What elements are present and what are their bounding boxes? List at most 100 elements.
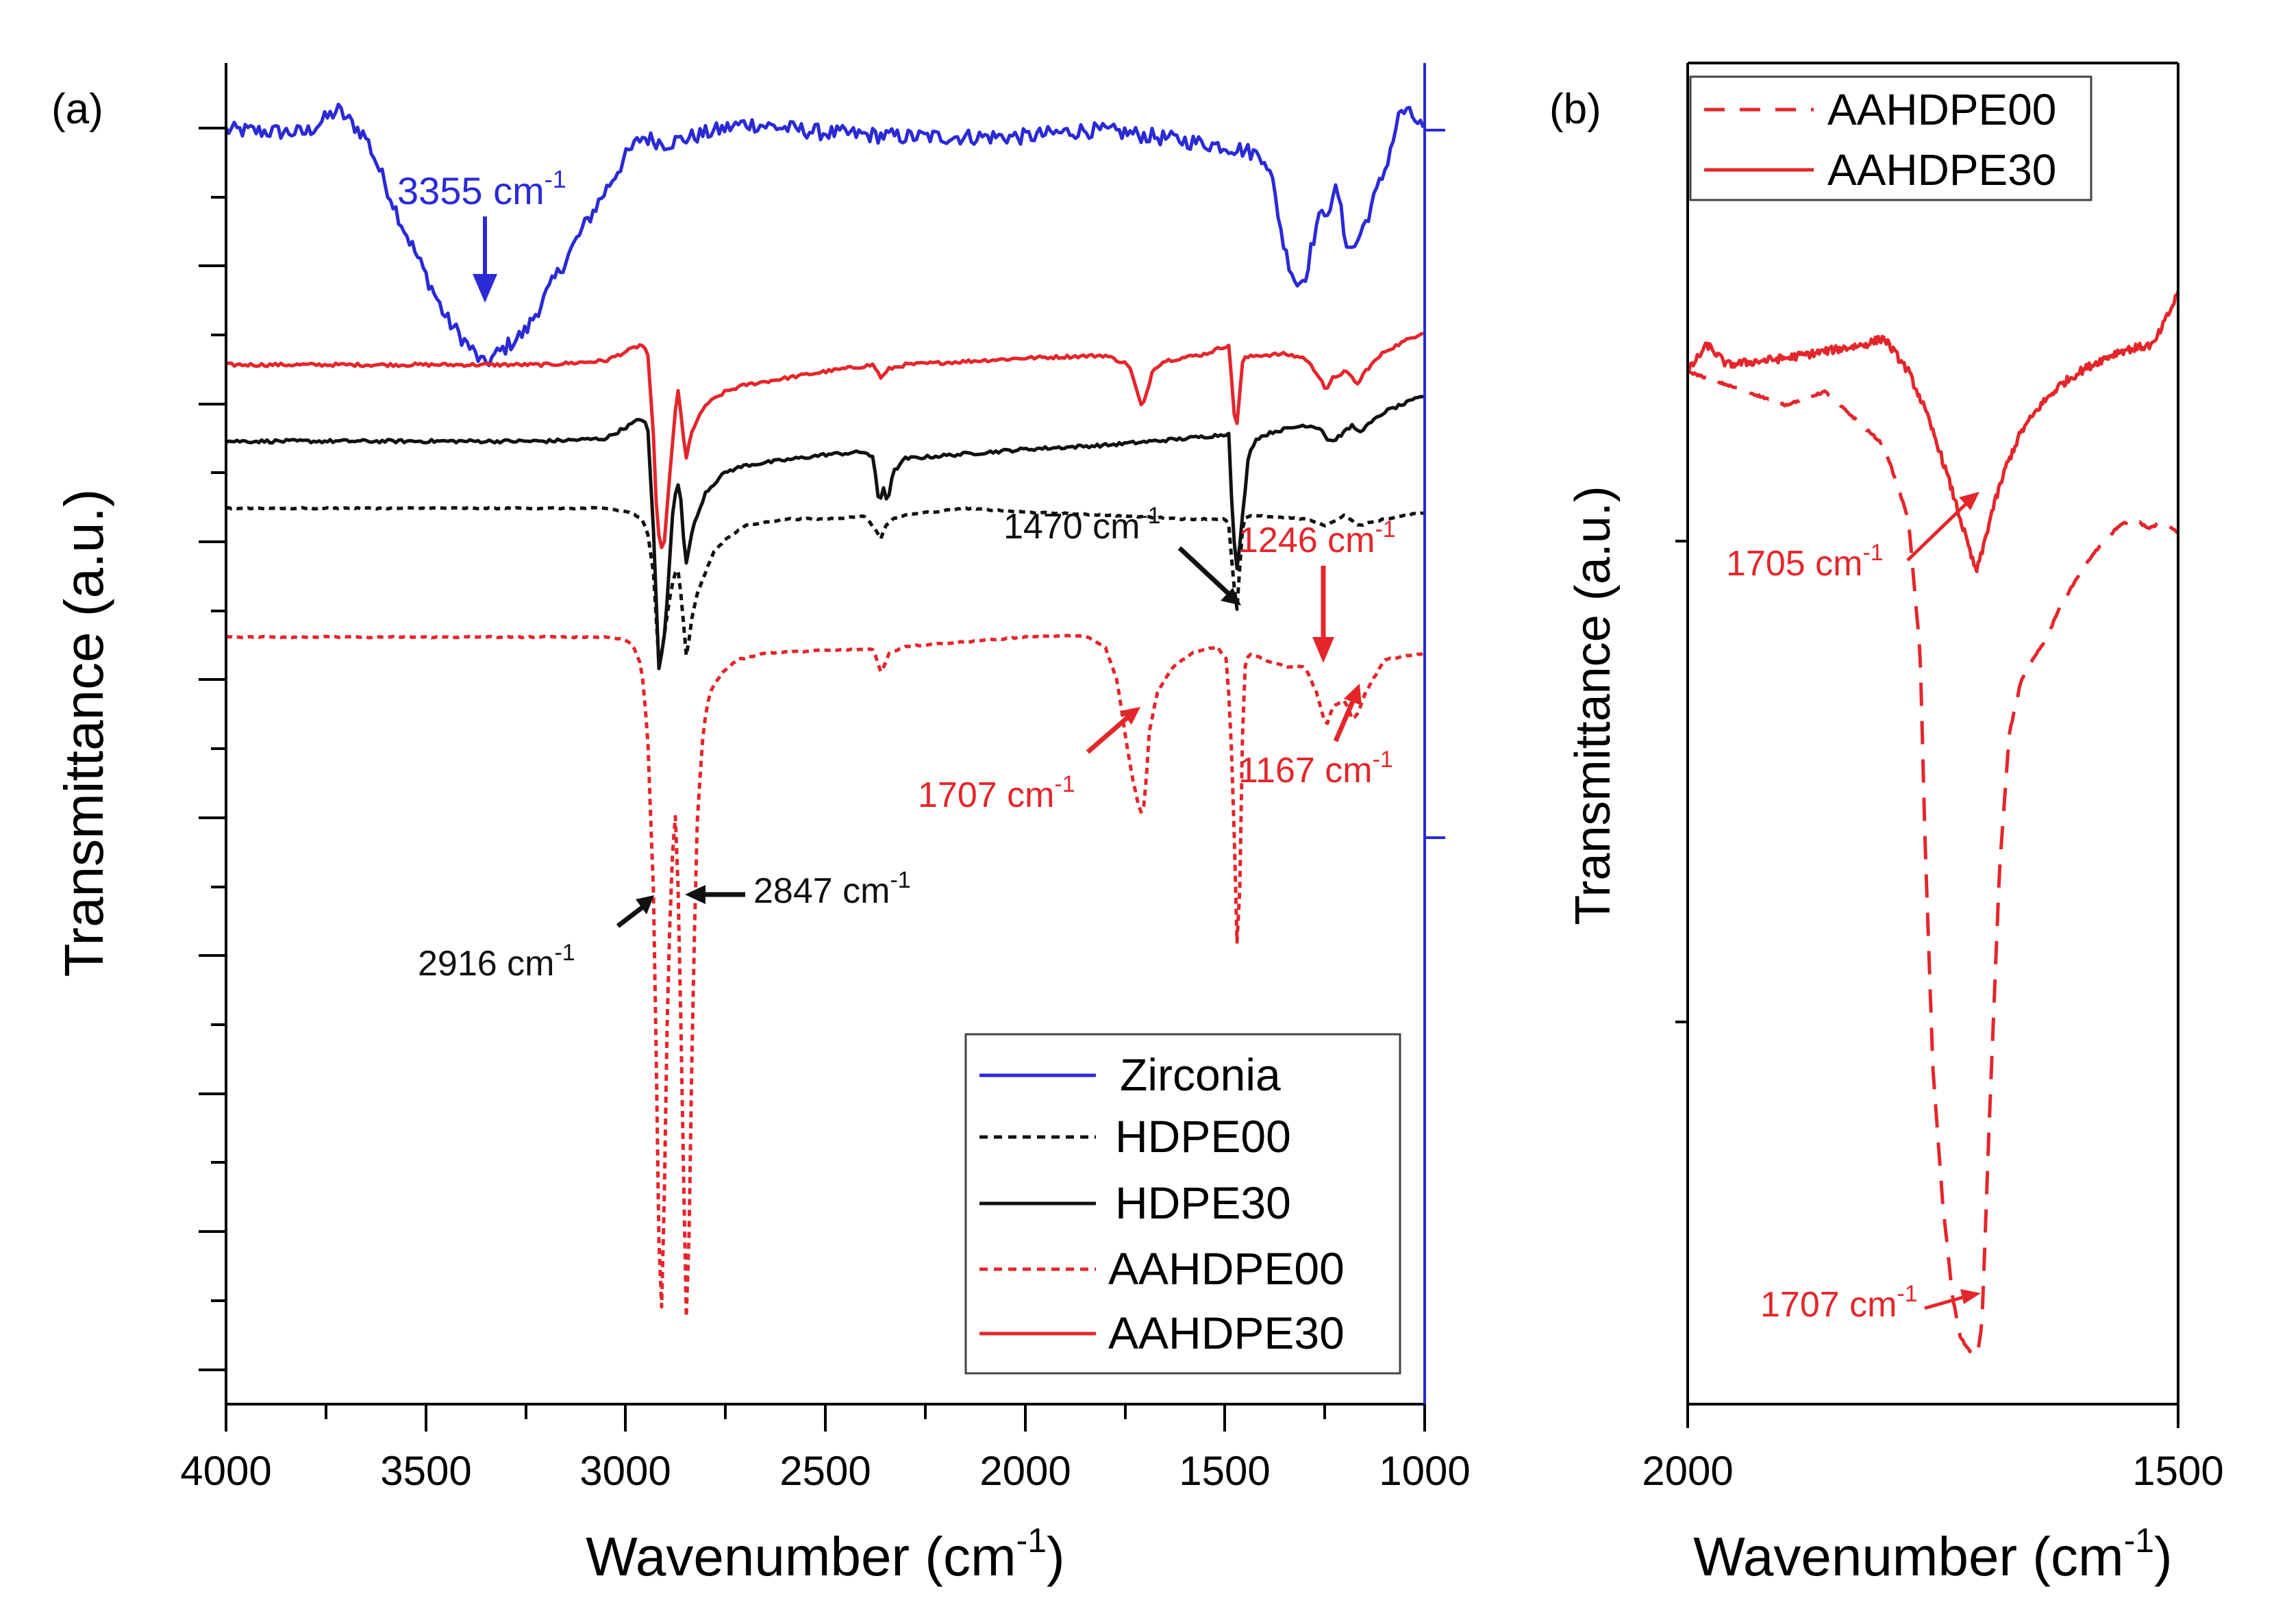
panel-a-y-ticks	[199, 127, 226, 1371]
annotation-text: 1470 cm	[1003, 507, 1140, 547]
x-axis-title-text: Wavenumber (cm	[586, 1526, 1016, 1587]
annotation-text: 3355 cm	[397, 169, 545, 212]
panel-a-series-group	[224, 102, 1425, 1319]
annotation-1167-arrow	[1333, 700, 1355, 742]
annotation-1246-arrowhead	[1312, 637, 1334, 663]
panel-b-legend: AAHDPE00 AAHDPE30	[1689, 75, 2092, 201]
annotation-1470: 1470 cm-1	[1003, 503, 1241, 605]
x-tick-label: 1000	[1379, 1448, 1470, 1494]
legend-entry-zirconia: Zirconia	[979, 1049, 1281, 1100]
panel-b-y-axis-title: Transmittance (a.u.)	[1566, 486, 1621, 925]
legend-label: AAHDPE30	[1827, 145, 2056, 195]
legend-box	[1689, 75, 2092, 201]
x-tick-label: 2000	[1642, 1448, 1733, 1494]
panel-b: (b) 2000 1500 Wavenumber (cm-1) Transmit…	[1549, 62, 2224, 1587]
annotation-1246: 1246 cm-1	[1238, 516, 1396, 663]
annotation-sup: -1	[1140, 503, 1160, 529]
annotation-b-1707-label: 1707 cm-1	[1760, 1281, 1918, 1325]
panel-a-x-tick-labels: 4000 3500 3000 2500 2000 1500 1000	[180, 1448, 1470, 1494]
annotation-2916-arrow	[616, 904, 646, 928]
panel-b-x-axis-title: Wavenumber (cm-1)	[1693, 1521, 2172, 1587]
panel-a-label: (a)	[51, 86, 103, 133]
annotation-2847: 2847 cm-1	[685, 867, 911, 911]
annotation-b-1707-arrowhead	[1960, 1289, 1981, 1304]
x-tick-label: 3500	[380, 1448, 471, 1494]
series-line-aahdpe00	[225, 634, 1425, 1319]
annotation-text: 2847 cm	[753, 871, 890, 911]
panel-a-y-axis-title: Transmittance (a.u.)	[53, 489, 114, 977]
x-tick-label: 1500	[1179, 1448, 1270, 1494]
panel-a-x-axis-title: Wavenumber (cm-1)	[586, 1521, 1064, 1587]
annotation-1246-label: 1246 cm-1	[1238, 516, 1396, 560]
annotation-1167-label: 1167 cm-1	[1238, 747, 1393, 790]
series-line-hdpe30	[225, 395, 1424, 671]
annotation-3355: 3355 cm-1	[397, 165, 566, 303]
panel-b-series-group	[1686, 290, 2180, 1358]
legend-entry-aahdpe30: AAHDPE30	[1704, 145, 2056, 195]
annotation-2847-arrowhead	[685, 885, 705, 904]
annotation-text: 1246 cm	[1238, 521, 1375, 560]
x-tick-label: 3000	[579, 1448, 671, 1494]
annotation-text: 1167 cm	[1238, 751, 1373, 790]
legend-entry-hdpe00: HDPE00	[979, 1111, 1291, 1162]
annotation-sup: -1	[1054, 771, 1075, 797]
x-tick-label: 2000	[979, 1448, 1071, 1494]
annotation-1705-label: 1705 cm-1	[1726, 540, 1884, 584]
legend-entry-aahdpe00: AAHDPE00	[979, 1243, 1345, 1294]
x-tick-label: 2500	[779, 1448, 871, 1494]
panel-a-annotations: 3355 cm-1 2916 cm-1 2847 cm-1 1470 cm-1	[397, 165, 1396, 984]
annotation-sup: -1	[554, 940, 575, 966]
annotation-2847-label: 2847 cm-1	[753, 867, 911, 911]
legend-label: Zirconia	[1120, 1049, 1281, 1100]
annotation-1705: 1705 cm-1	[1726, 492, 1979, 584]
annotation-1167-arrowhead	[1344, 684, 1362, 705]
annotation-sup: -1	[1375, 516, 1395, 542]
panel-b-label: (b)	[1549, 86, 1601, 133]
legend-entry-hdpe30: HDPE30	[979, 1177, 1291, 1228]
annotation-3355-label: 3355 cm-1	[397, 165, 566, 212]
legend-entry-aahdpe00: AAHDPE00	[1704, 85, 2056, 134]
series-line-hdpe00	[225, 505, 1423, 665]
panel-a-plot-area	[224, 102, 1425, 1319]
panel-a-legend: Zirconia HDPE00 HDPE30 AAHDPE00 AAHDPE30	[964, 1033, 1401, 1375]
panel-a: (a)	[51, 63, 1471, 1587]
annotation-3355-arrowhead	[473, 274, 497, 303]
annotation-text: 1707 cm	[918, 775, 1054, 815]
annotation-1705-arrowhead	[1959, 492, 1979, 510]
annotation-sup: -1	[545, 165, 566, 193]
annotation-1707-arrow	[1086, 714, 1131, 754]
panel-b-plot-area	[1686, 290, 2180, 1358]
legend-entry-aahdpe30: AAHDPE30	[979, 1308, 1345, 1358]
annotation-2916-arrowhead	[636, 895, 654, 914]
series-line-zirconia	[224, 102, 1425, 368]
x-axis-title-sup: -1	[1016, 1521, 1047, 1560]
x-axis-title-close: )	[2154, 1526, 2173, 1587]
annotation-2916-label: 2916 cm-1	[418, 940, 575, 984]
series-line-aahdpe00	[1686, 368, 2179, 1358]
panel-a-x-ticks	[225, 1404, 1426, 1432]
annotation-text: 1707 cm	[1760, 1285, 1897, 1325]
legend-label: HDPE30	[1115, 1177, 1291, 1228]
annotation-sup: -1	[890, 867, 910, 893]
x-axis-title-close: )	[1047, 1526, 1065, 1587]
panel-b-annotations: 1705 cm-1 1707 cm-1	[1726, 492, 1981, 1325]
annotation-1707-label: 1707 cm-1	[918, 771, 1075, 815]
annotation-1470-label: 1470 cm-1	[1003, 503, 1161, 547]
x-axis-title-sup: -1	[2124, 1521, 2154, 1560]
annotation-sup: -1	[1373, 747, 1393, 773]
annotation-1707-arrowhead	[1121, 707, 1140, 725]
x-tick-label: 4000	[180, 1448, 271, 1494]
annotation-1705-arrow	[1906, 503, 1967, 562]
annotation-1470-arrowhead	[1221, 588, 1241, 605]
annotation-1167: 1167 cm-1	[1238, 684, 1393, 790]
legend-label: AAHDPE00	[1827, 85, 2056, 134]
annotation-b-1707: 1707 cm-1	[1760, 1281, 1981, 1325]
legend-label: HDPE00	[1115, 1111, 1291, 1162]
annotation-sup: -1	[1862, 540, 1883, 566]
annotation-1470-arrow	[1177, 546, 1232, 597]
annotation-sup: -1	[1897, 1281, 1917, 1307]
series-line-aahdpe30	[1687, 290, 2180, 573]
x-axis-title-text: Wavenumber (cm	[1693, 1526, 2123, 1587]
annotation-text: 1705 cm	[1726, 544, 1862, 584]
